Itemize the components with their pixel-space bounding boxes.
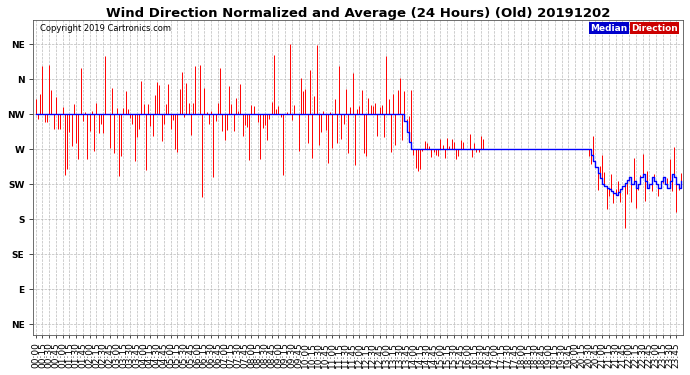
Text: Direction: Direction (631, 24, 678, 33)
Title: Wind Direction Normalized and Average (24 Hours) (Old) 20191202: Wind Direction Normalized and Average (2… (106, 7, 611, 20)
Text: Copyright 2019 Cartronics.com: Copyright 2019 Cartronics.com (41, 24, 171, 33)
Text: Median: Median (590, 24, 627, 33)
